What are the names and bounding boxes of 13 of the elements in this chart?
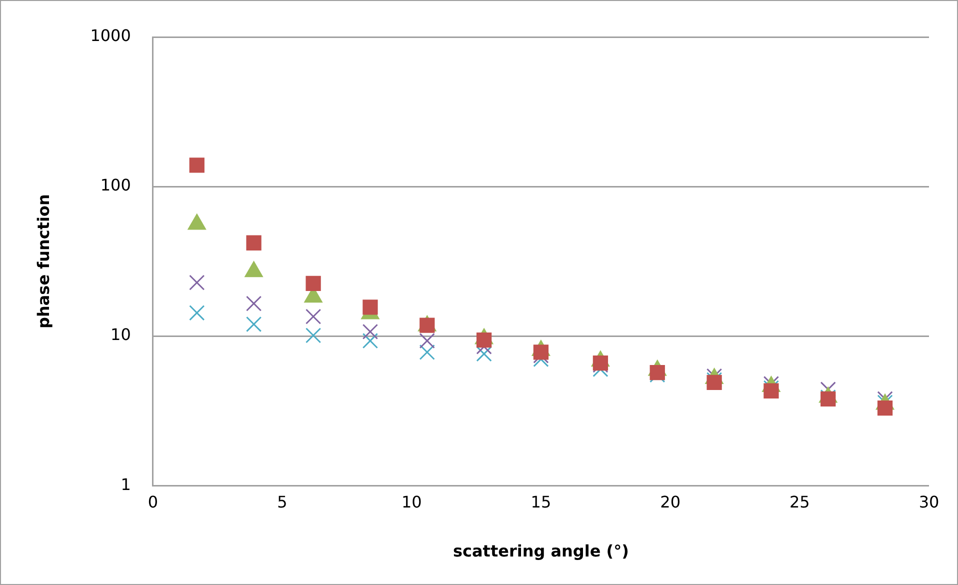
x-tick-label: 30 xyxy=(918,492,940,512)
x-axis-title: scattering angle (°) xyxy=(453,542,629,561)
y-axis-title: phase function xyxy=(34,194,53,328)
y-tick-label: 1000 xyxy=(90,26,131,46)
x-tick-label: 10 xyxy=(401,492,422,512)
x-tick-label: 5 xyxy=(277,492,288,512)
y-tick-label: 10 xyxy=(110,325,131,344)
y-tick-label: 100 xyxy=(100,176,131,195)
x-tick-label: 0 xyxy=(148,492,158,512)
x-tick-label: 20 xyxy=(660,492,680,512)
x-tick-label: 25 xyxy=(789,492,810,512)
x-tick-label: 15 xyxy=(530,492,552,512)
y-tick-label: 1 xyxy=(120,474,131,494)
